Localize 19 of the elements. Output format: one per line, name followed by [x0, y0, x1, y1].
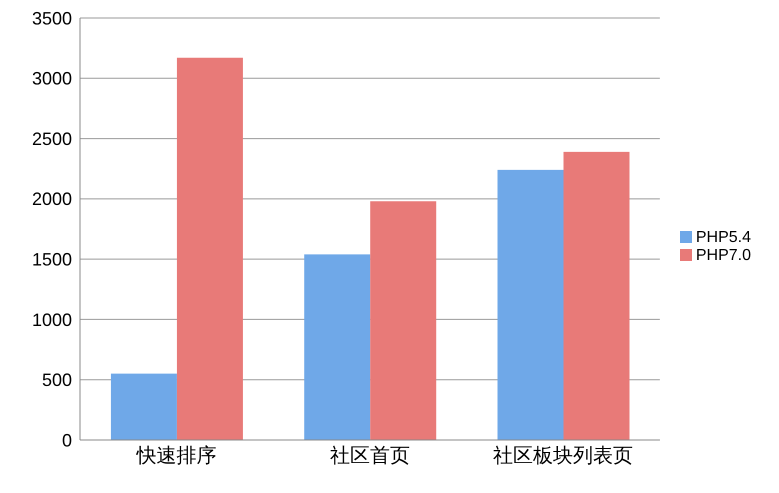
y-tick-label: 1500: [32, 250, 72, 270]
legend-label: PHP5.4: [696, 228, 751, 246]
legend-label: PHP7.0: [696, 246, 751, 264]
bar: [176, 58, 243, 440]
x-tick-label: 社区首页: [330, 445, 410, 468]
bar: [498, 170, 564, 440]
bar: [564, 152, 630, 440]
bar: [370, 201, 436, 440]
x-tick-label: 社区板块列表页: [493, 445, 634, 468]
x-tick-label: 快速排序: [136, 445, 217, 468]
y-tick-label: 1000: [32, 310, 72, 330]
y-tick-label: 3000: [32, 68, 72, 89]
y-tick-label: 2500: [32, 128, 72, 149]
y-tick-label: 2000: [32, 189, 72, 210]
bar: [304, 254, 370, 440]
y-tick-label: 500: [42, 370, 72, 390]
bar: [110, 374, 177, 440]
y-tick-label: 3500: [32, 8, 72, 28]
y-tick-label: 0: [62, 430, 72, 450]
